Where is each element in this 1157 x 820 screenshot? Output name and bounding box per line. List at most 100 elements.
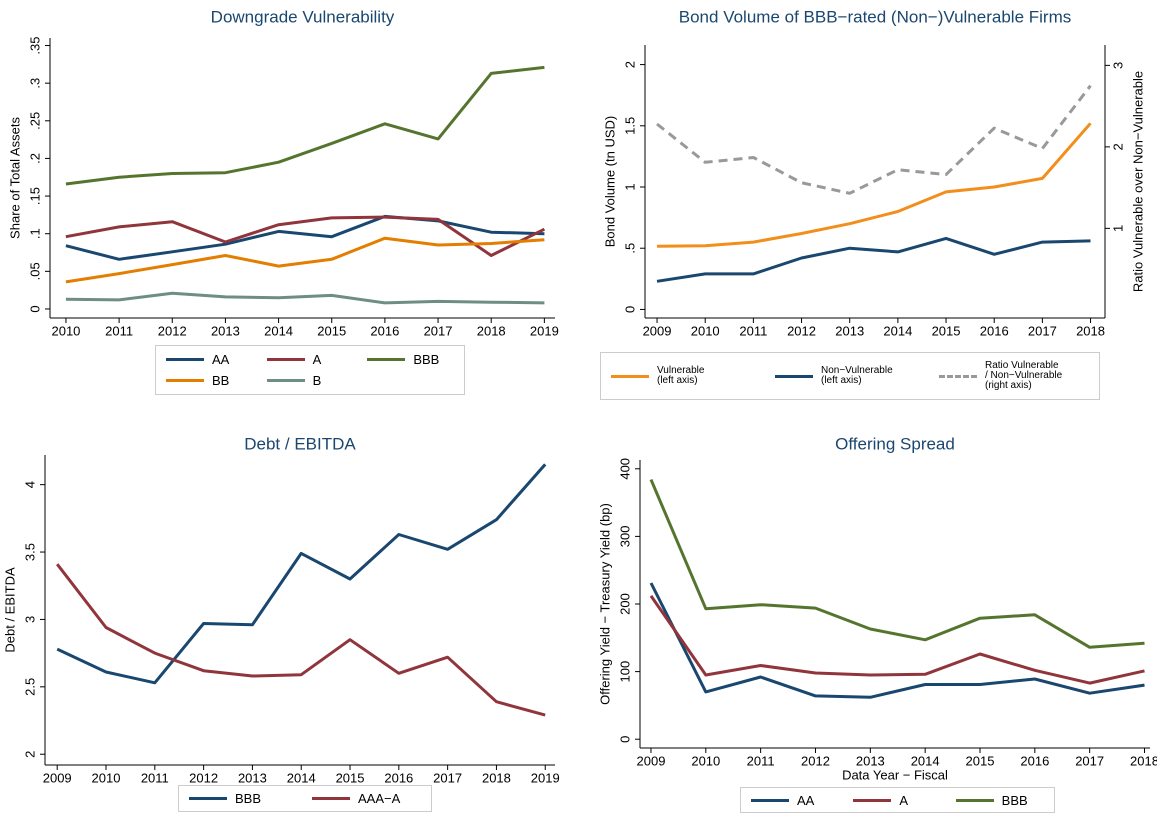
x-tick-label: 2016	[1020, 753, 1049, 768]
x-tick-label: 2017	[424, 323, 453, 338]
x-tick-label: 2016	[980, 323, 1009, 338]
y-tick-label: 1	[1110, 225, 1125, 232]
chart-title: Offering Spread	[835, 434, 955, 453]
x-tick-label: 2010	[92, 770, 121, 785]
x-tick-label: 2014	[911, 753, 940, 768]
legend-entry: Non−Vulnerable (left axis)	[775, 366, 925, 386]
legend-swatch	[955, 798, 994, 802]
x-tick-label: 2012	[189, 770, 218, 785]
legend-entry: B	[266, 374, 354, 387]
chart-title: Debt / EBITDA	[244, 434, 356, 453]
x-tick-label: 2014	[264, 323, 293, 338]
legend-swatch	[853, 798, 892, 802]
legend-swatch	[312, 797, 350, 800]
x-tick-label: 2017	[433, 770, 462, 785]
x-tick-label: 2015	[966, 753, 995, 768]
legend-entry: BBB	[367, 353, 454, 366]
y-tick-label: 300	[617, 526, 632, 548]
x-tick-label: 2013	[856, 753, 885, 768]
x-tick-label: 2010	[51, 323, 80, 338]
legend-label: A	[899, 792, 908, 808]
legend-entry: BBB	[189, 792, 298, 805]
x-tick-label: 2011	[739, 323, 767, 338]
legend-swatch	[367, 358, 406, 361]
x-tick-label: 2015	[317, 323, 346, 338]
x-tick-label: 2009	[637, 753, 666, 768]
x-tick-label: 2018	[482, 770, 511, 785]
legend-label: BBB	[235, 791, 262, 806]
legend-swatch	[775, 374, 813, 378]
legend-label: AA	[212, 352, 230, 367]
legend-label: A	[312, 352, 322, 367]
x-tick-label: 2016	[370, 323, 399, 338]
x-tick-label: 2014	[883, 323, 912, 338]
line-series	[656, 236, 1091, 283]
x-tick-label: 2011	[141, 770, 169, 785]
line-series	[649, 595, 1145, 685]
legend-label: BBB	[1001, 792, 1028, 808]
x-tick-label: 2012	[158, 323, 187, 338]
line-series	[65, 236, 545, 284]
y-tick-label: 1	[622, 183, 637, 190]
legend-label: BBB	[413, 352, 440, 367]
y-tick-label: 1.5	[622, 117, 637, 135]
y-axis-title: Debt / EBITDA	[2, 567, 17, 653]
y2-axis-title: Ratio Vulnerable over Non−Vulnerable	[1130, 71, 1145, 292]
legend-swatch	[166, 358, 204, 361]
legend-label: Non−Vulnerable (left axis)	[821, 365, 893, 386]
chart-title: Downgrade Vulnerability	[211, 7, 395, 26]
legend-entry: AA	[166, 353, 253, 366]
y-tick-label: 4	[22, 481, 37, 488]
x-tick-label: 2010	[691, 753, 720, 768]
x-tick-label: 2013	[238, 770, 267, 785]
legend-label: Ratio Vulnerable / Non−Vulnerable (right…	[985, 360, 1063, 391]
x-tick-label: 2011	[105, 323, 133, 338]
legend-swatch	[751, 798, 789, 802]
legend: AA A BBB	[740, 787, 1055, 813]
y-tick-label: 0	[622, 306, 637, 313]
y-axis-title: Bond Volume (tn USD)	[602, 116, 617, 248]
legend: BBB AAA−A	[178, 785, 432, 812]
legend-swatch	[189, 797, 227, 800]
x-tick-label: 2017	[1028, 323, 1057, 338]
y-axis-title: Offering Yield − Treasury Yield (bp)	[597, 503, 612, 705]
y-tick-label: 400	[617, 458, 632, 480]
x-tick-label: 2019	[530, 323, 559, 338]
y-tick-label: 3.5	[22, 543, 37, 561]
x-tick-label: 2009	[43, 770, 72, 785]
line-series	[56, 463, 547, 685]
y-tick-label: .05	[27, 262, 42, 280]
legend-entry: BBB	[955, 792, 1044, 808]
legend: AA A BBB BB B	[155, 345, 465, 395]
y-tick-label: .35	[27, 36, 42, 54]
x-tick-label: 2009	[643, 323, 672, 338]
line-series	[649, 582, 1145, 699]
x-tick-label: 2010	[691, 323, 720, 338]
legend-entry: Vulnerable (left axis)	[611, 366, 761, 386]
y-axis-title: Share of Total Assets	[7, 117, 22, 239]
legend-entry: Ratio Vulnerable / Non−Vulnerable (right…	[939, 361, 1089, 391]
legend-label: BB	[212, 373, 230, 388]
y-tick-label: 2	[622, 61, 637, 68]
legend-swatch	[939, 374, 977, 378]
y-tick-label: 2	[1110, 143, 1125, 150]
legend-swatch	[166, 379, 204, 382]
x-tick-label: 2018	[1130, 753, 1157, 768]
legend-entry: A	[266, 352, 354, 367]
legend-entry: AA	[751, 794, 839, 807]
y-tick-label: .3	[27, 78, 42, 89]
line-series	[56, 563, 546, 717]
legend: Vulnerable (left axis) Non−Vulnerable (le…	[600, 352, 1100, 400]
y-tick-label: 200	[617, 593, 632, 615]
x-tick-label: 2012	[787, 323, 816, 338]
x-tick-label: 2017	[1075, 753, 1104, 768]
x-tick-label: 2011	[747, 753, 775, 768]
x-tick-label: 2018	[1076, 323, 1105, 338]
y-tick-label: .25	[27, 112, 42, 130]
legend-swatch	[266, 358, 305, 361]
x-tick-label: 2018	[477, 323, 506, 338]
y-tick-label: .1	[27, 228, 42, 239]
y-tick-label: 3	[22, 616, 37, 623]
